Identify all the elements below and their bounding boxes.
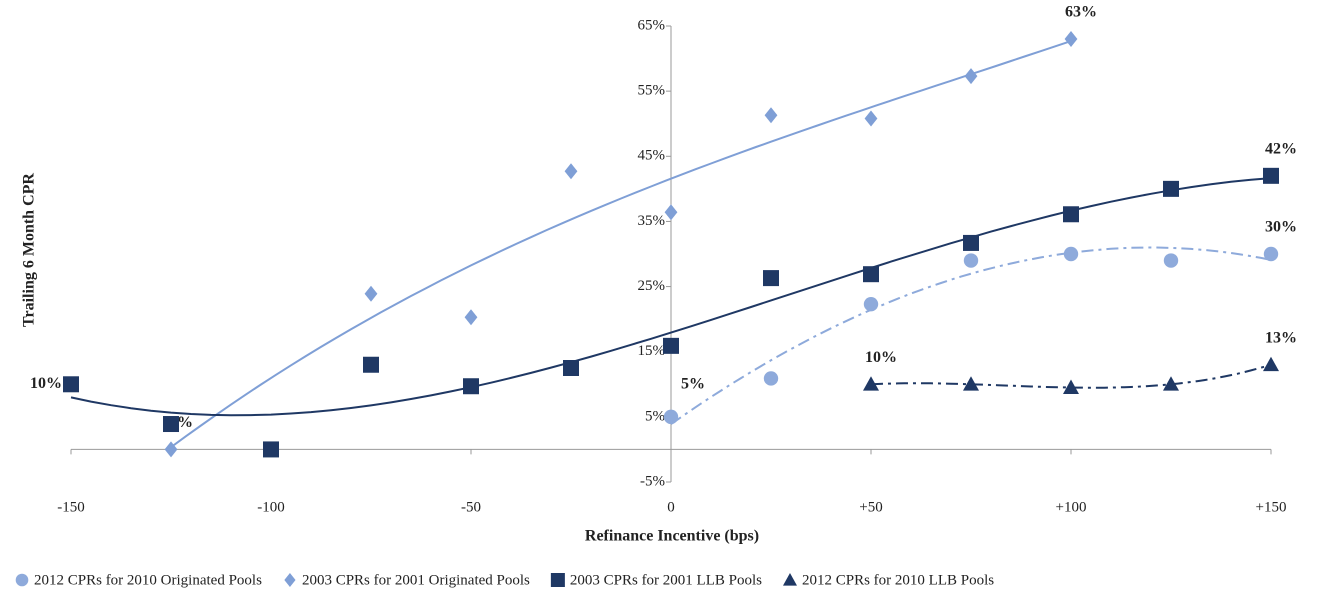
point — [564, 163, 578, 180]
point — [464, 309, 478, 326]
point — [63, 376, 79, 393]
legend-marker — [15, 573, 29, 587]
point — [863, 376, 879, 391]
trend-line — [170, 40, 1072, 449]
x-tick-label: +100 — [1056, 499, 1087, 515]
point — [364, 285, 378, 302]
y-tick-label: 5% — [645, 408, 665, 424]
x-tick-label: -100 — [257, 499, 285, 515]
point — [864, 110, 878, 127]
legend-marker — [284, 573, 296, 587]
point — [463, 378, 479, 395]
value-label: 63% — [1065, 4, 1097, 21]
point — [1063, 206, 1079, 223]
point — [763, 371, 779, 386]
point — [1163, 180, 1179, 197]
point — [863, 266, 879, 283]
value-label: 5% — [681, 376, 705, 393]
point — [163, 416, 179, 433]
x-tick-label: -150 — [57, 499, 85, 515]
point — [663, 409, 679, 425]
point — [764, 107, 778, 124]
x-tick-label: 0 — [667, 499, 675, 515]
point — [1063, 246, 1079, 262]
point — [1063, 379, 1079, 394]
point — [663, 337, 679, 354]
x-tick-label: +150 — [1256, 499, 1287, 515]
y-tick-label: 55% — [638, 83, 666, 99]
value-label: 42% — [1265, 141, 1297, 158]
legend-label: 2012 CPRs for 2010 LLB Pools — [802, 572, 994, 588]
legend-marker — [782, 573, 797, 586]
legend-label: 2012 CPRs for 2010 Originated Pools — [34, 572, 262, 588]
x-axis-title: Refinance Incentive (bps) — [585, 528, 759, 545]
point — [1263, 246, 1279, 262]
legend-label: 2003 CPRs for 2001 Originated Pools — [302, 572, 530, 588]
legend-label: 2003 CPRs for 2001 LLB Pools — [570, 572, 762, 588]
point — [1064, 31, 1078, 48]
y-tick-label: 25% — [638, 278, 666, 294]
point — [1263, 167, 1279, 184]
value-label: 10% — [865, 349, 897, 366]
y-tick-label: 15% — [638, 343, 666, 359]
value-label: 10% — [30, 375, 62, 392]
point — [1263, 356, 1279, 372]
point — [1163, 253, 1179, 268]
point — [664, 204, 678, 221]
y-tick-label: 45% — [638, 148, 666, 164]
point — [964, 68, 978, 85]
point — [164, 441, 178, 458]
y-axis-title: Trailing 6 Month CPR — [21, 173, 38, 327]
point — [363, 356, 379, 373]
point — [863, 296, 879, 312]
legend-marker — [550, 573, 565, 587]
y-tick-label: 35% — [638, 213, 666, 229]
point — [763, 270, 779, 287]
point — [563, 360, 579, 376]
point — [963, 253, 979, 268]
y-tick-label: 65% — [638, 17, 666, 33]
point — [963, 234, 979, 251]
point — [1163, 376, 1179, 391]
value-label: 13% — [1265, 329, 1297, 346]
y-tick-label: -5% — [640, 473, 665, 489]
x-tick-label: +50 — [859, 499, 882, 515]
point — [263, 441, 279, 458]
point — [963, 376, 979, 391]
value-label: 30% — [1265, 219, 1297, 236]
x-tick-label: -50 — [461, 499, 481, 515]
trend-line — [670, 246, 1272, 425]
